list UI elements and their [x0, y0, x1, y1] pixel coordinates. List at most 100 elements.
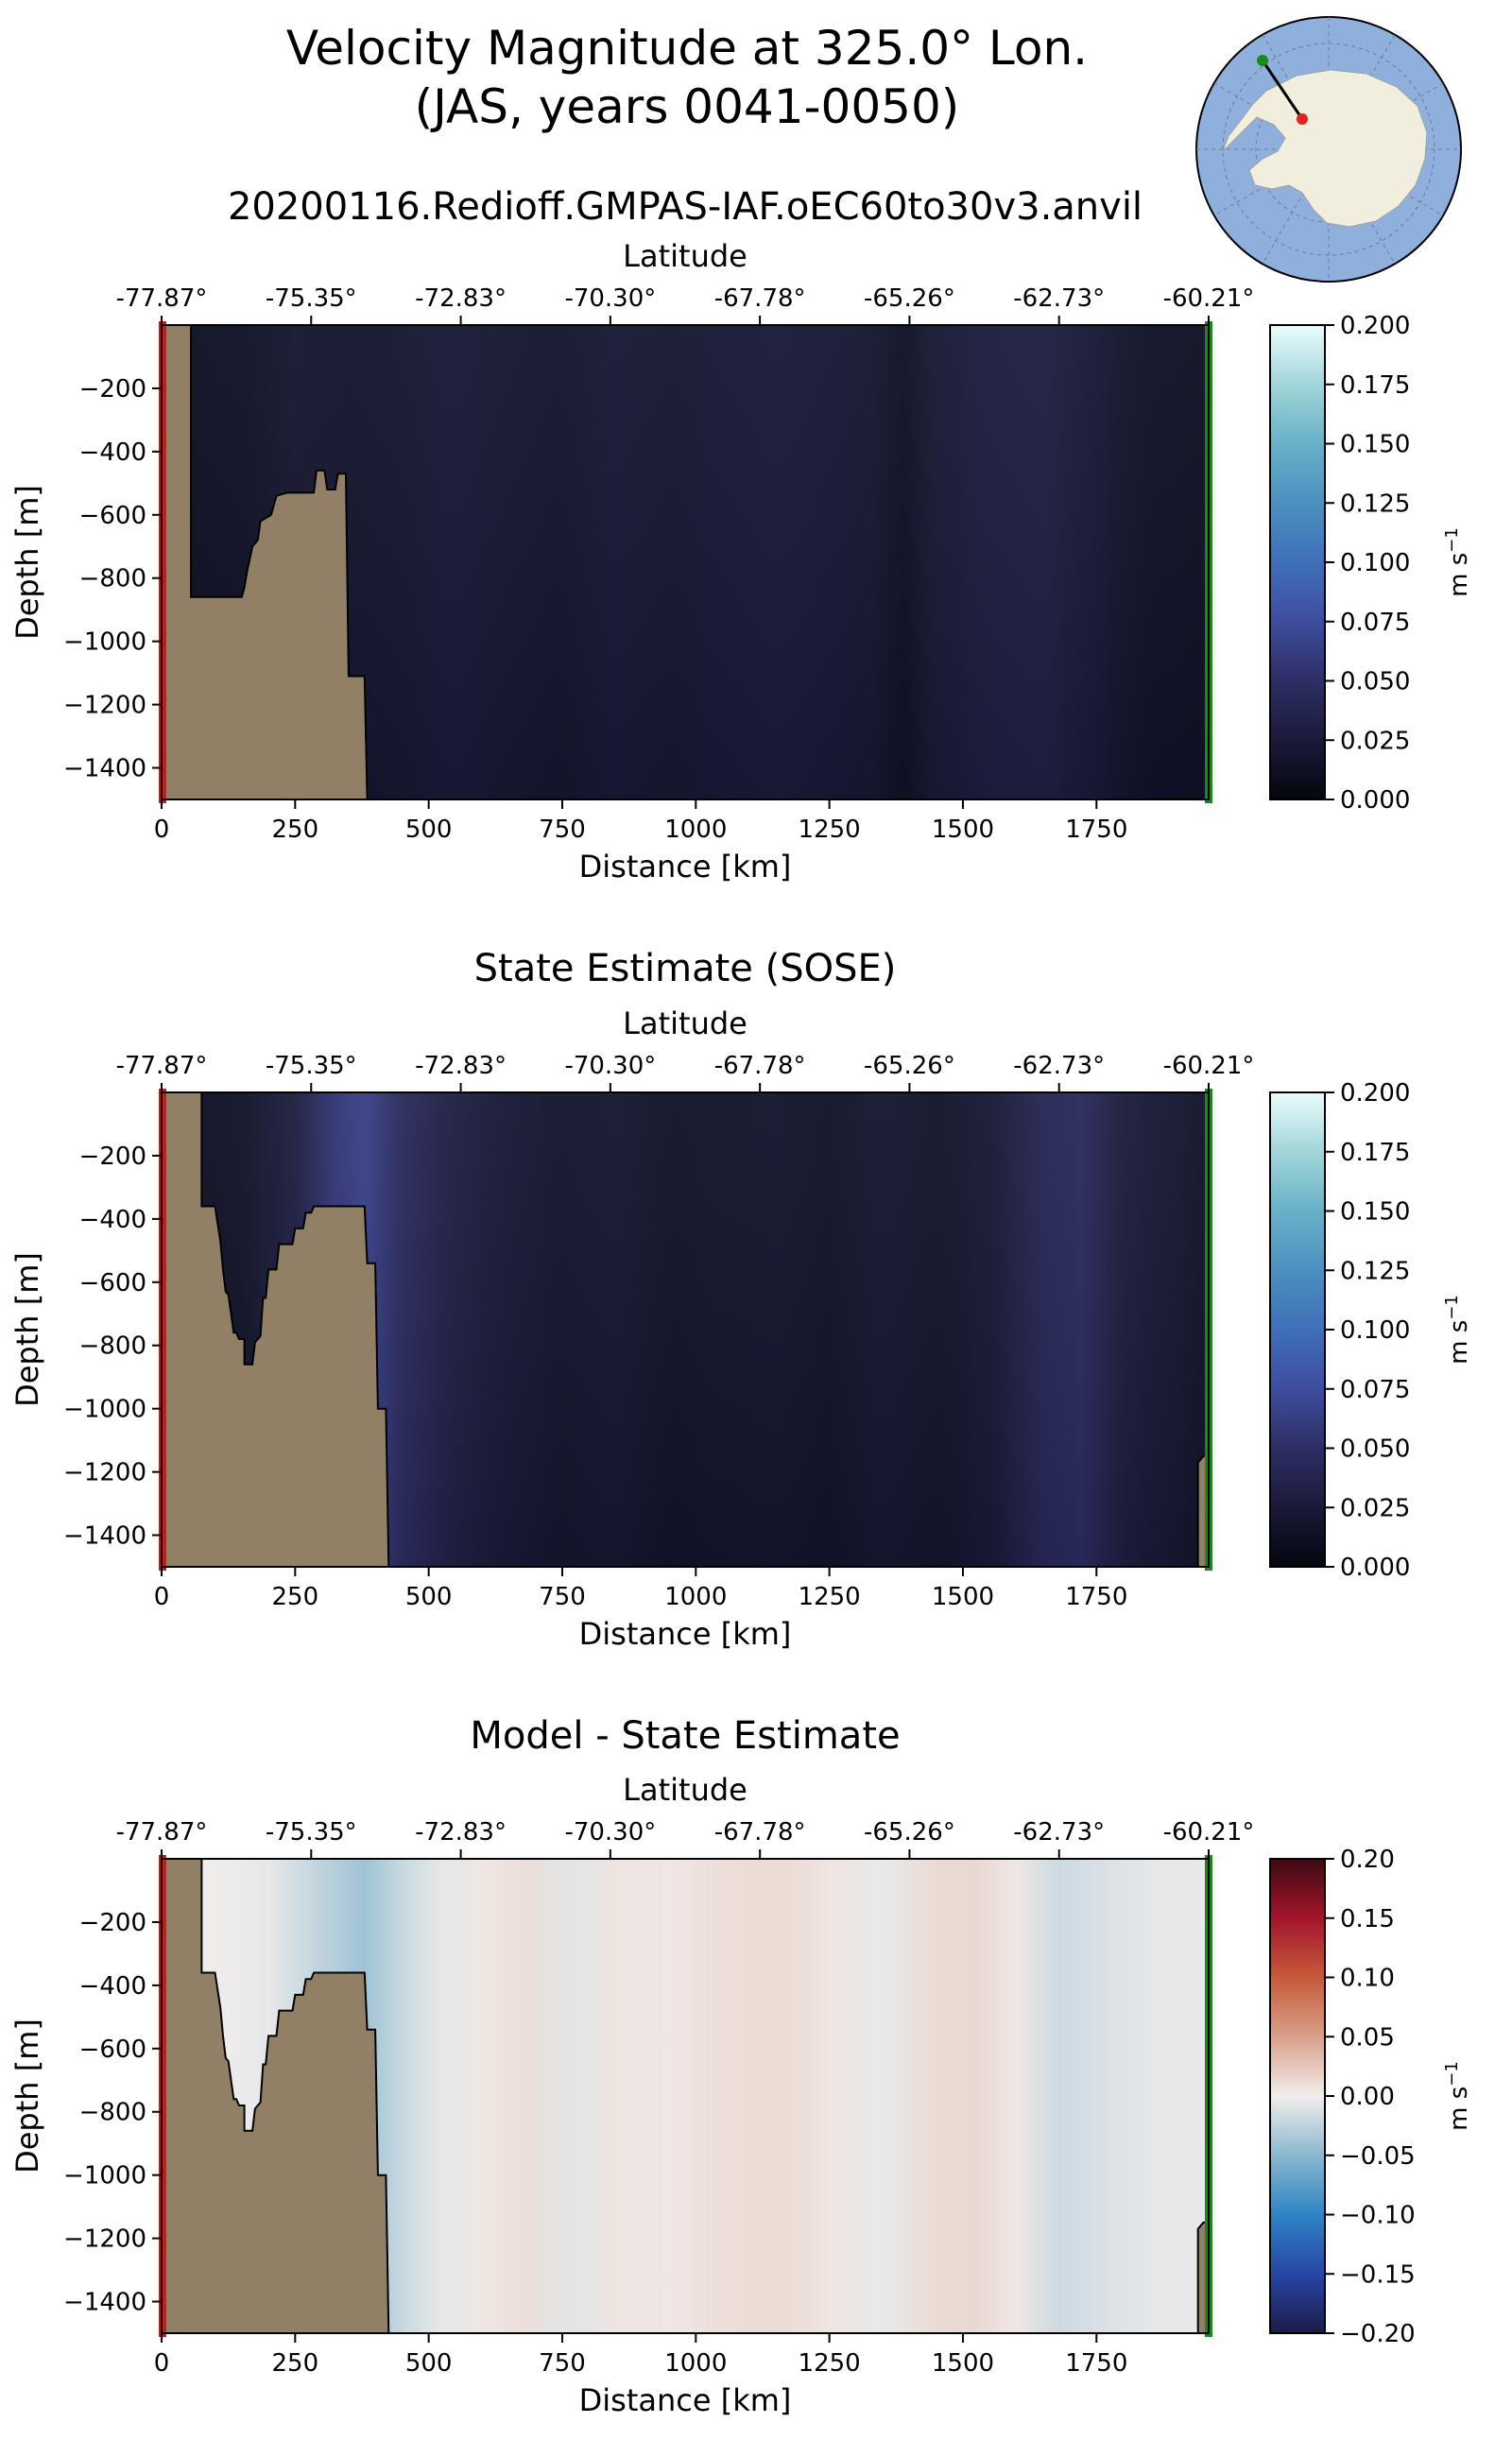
x-tick-label: 0: [154, 1583, 170, 1611]
colorbar-tick-label: 0.200: [1340, 1079, 1410, 1108]
colorbar-tick-label: 0.20: [1340, 1846, 1395, 1874]
y-axis-label: Depth [m]: [9, 1252, 45, 1407]
x-tick-label: 1000: [664, 1583, 727, 1611]
y-tick-label: −200: [79, 375, 146, 404]
top-tick-label: -75.35°: [266, 1052, 357, 1080]
top-tick-label: -67.78°: [714, 284, 806, 313]
colorbar-tick-label: 0.000: [1340, 1554, 1410, 1582]
top-tick-label: -70.30°: [564, 284, 656, 313]
colorbar-tick-label: −0.10: [1340, 2202, 1416, 2230]
y-tick-label: −800: [79, 2099, 146, 2127]
y-tick-label: −200: [79, 1909, 146, 1937]
x-tick-label: 1500: [932, 816, 994, 844]
colorbar-label: m s−1: [1442, 1295, 1473, 1365]
top-tick-label: -60.21°: [1163, 1052, 1255, 1080]
x-tick-label: 1750: [1065, 1583, 1127, 1611]
panel-2: State Estimate (SOSE) 0 250 500 750 1000 1250 1…: [9, 947, 1473, 1652]
colorbar-tick-label: 0.100: [1340, 549, 1410, 577]
colorbar-label: m s−1: [1442, 527, 1473, 597]
x-tick-label: 1250: [799, 1583, 861, 1611]
x-tick-label: 1250: [799, 2349, 861, 2378]
y-tick-label: −1200: [63, 1459, 146, 1487]
top-tick-label: -67.78°: [714, 1818, 806, 1847]
top-tick-label: -72.83°: [415, 284, 507, 313]
colorbar-tick-label: 0.050: [1340, 1435, 1410, 1464]
top-tick-label: -70.30°: [564, 1052, 656, 1080]
inset-section-track: [1261, 60, 1304, 120]
x-tick-label: 750: [539, 2349, 586, 2378]
x-tick-label: 1500: [932, 2349, 994, 2378]
colorbar-tick-label: 0.000: [1340, 786, 1410, 815]
inset-start-point: [1297, 113, 1308, 125]
colorbar-tick-label: 0.05: [1340, 2023, 1395, 2052]
top-tick-label: -65.26°: [864, 1052, 955, 1080]
x-tick-label: 1000: [664, 816, 727, 844]
y-tick-label: −1000: [63, 628, 146, 657]
colorbar-tick-label: 0.075: [1340, 1376, 1410, 1404]
colorbar-tick-label: 0.150: [1340, 1198, 1410, 1227]
inset-map: [1195, 16, 1462, 283]
x-tick-label: 1250: [799, 816, 861, 844]
panel-title: State Estimate (SOSE): [474, 947, 897, 990]
y-axis-label: Depth [m]: [9, 2019, 45, 2174]
colorbar-tick-label: 0.10: [1340, 1965, 1395, 1993]
top-tick-label: -72.83°: [415, 1818, 507, 1847]
x-tick-label: 500: [405, 1583, 453, 1611]
x-tick-label: 750: [539, 816, 586, 844]
y-tick-label: −1000: [63, 2162, 146, 2191]
colorbar-tick-label: −0.20: [1340, 2320, 1416, 2348]
figure-title-line1: Velocity Magnitude at 325.0° Lon.: [286, 21, 1088, 76]
colorbar-tick-label: 0.025: [1340, 727, 1410, 755]
top-axis-label: Latitude: [623, 1005, 747, 1041]
y-tick-label: −600: [79, 2036, 146, 2064]
y-tick-label: −1000: [63, 1396, 146, 1424]
colorbar-tick-label: 0.150: [1340, 431, 1410, 459]
bathymetry-left: [161, 1858, 390, 2334]
top-tick-label: -65.26°: [864, 284, 955, 313]
y-tick-label: −800: [79, 565, 146, 593]
x-tick-label: 1000: [664, 2349, 727, 2378]
axes-frame: [161, 1858, 1210, 2334]
x-tick-label: 1750: [1065, 2349, 1127, 2378]
x-tick-label: 250: [272, 1583, 319, 1611]
top-tick-label: -62.73°: [1013, 1052, 1105, 1080]
x-tick-label: 250: [272, 816, 319, 844]
panel-title: Model - State Estimate: [470, 1714, 900, 1758]
y-tick-label: −600: [79, 502, 146, 530]
top-tick-label: -70.30°: [564, 1818, 656, 1847]
x-tick-label: 0: [154, 816, 170, 844]
y-tick-label: −400: [79, 1972, 146, 2001]
x-axis-label: Distance [km]: [579, 2382, 792, 2418]
colorbar-tick-label: 0.200: [1340, 312, 1410, 340]
colorbar-tick-label: 0.125: [1340, 1257, 1410, 1285]
colorbar-tick-label: 0.15: [1340, 1905, 1395, 1933]
y-tick-label: −600: [79, 1269, 146, 1297]
x-tick-label: 500: [405, 2349, 453, 2378]
top-tick-label: -65.26°: [864, 1818, 955, 1847]
x-tick-label: 250: [272, 2349, 319, 2378]
top-tick-label: -75.35°: [266, 1818, 357, 1847]
figure-title-line2: (JAS, years 0041-0050): [415, 79, 960, 134]
colorbar: [1269, 1091, 1326, 1568]
x-tick-label: 750: [539, 1583, 586, 1611]
y-tick-label: −1400: [63, 1522, 146, 1551]
top-tick-label: -62.73°: [1013, 284, 1105, 313]
top-tick-label: -60.21°: [1163, 1818, 1255, 1847]
colorbar-tick-label: 0.050: [1340, 668, 1410, 696]
y-tick-label: −1200: [63, 692, 146, 720]
colorbar-tick-label: −0.05: [1340, 2142, 1416, 2171]
y-tick-label: −1400: [63, 2289, 146, 2317]
inset-end-point: [1257, 55, 1268, 66]
panel-3: Model - State Estimate 0 250 500 750 1000 1250…: [9, 1714, 1473, 2418]
x-axis-label: Distance [km]: [579, 1616, 792, 1652]
top-tick-label: -60.21°: [1163, 284, 1255, 313]
x-tick-label: 0: [154, 2349, 170, 2378]
colorbar-tick-label: 0.100: [1340, 1316, 1410, 1345]
colorbar: [1269, 324, 1326, 800]
colorbar-tick-label: 0.00: [1340, 2083, 1395, 2111]
colorbar: [1269, 1858, 1326, 2334]
axes-frame: [161, 1091, 1210, 1568]
colorbar-tick-label: 0.125: [1340, 490, 1410, 518]
y-tick-label: −1400: [63, 755, 146, 783]
y-tick-label: −800: [79, 1332, 146, 1361]
